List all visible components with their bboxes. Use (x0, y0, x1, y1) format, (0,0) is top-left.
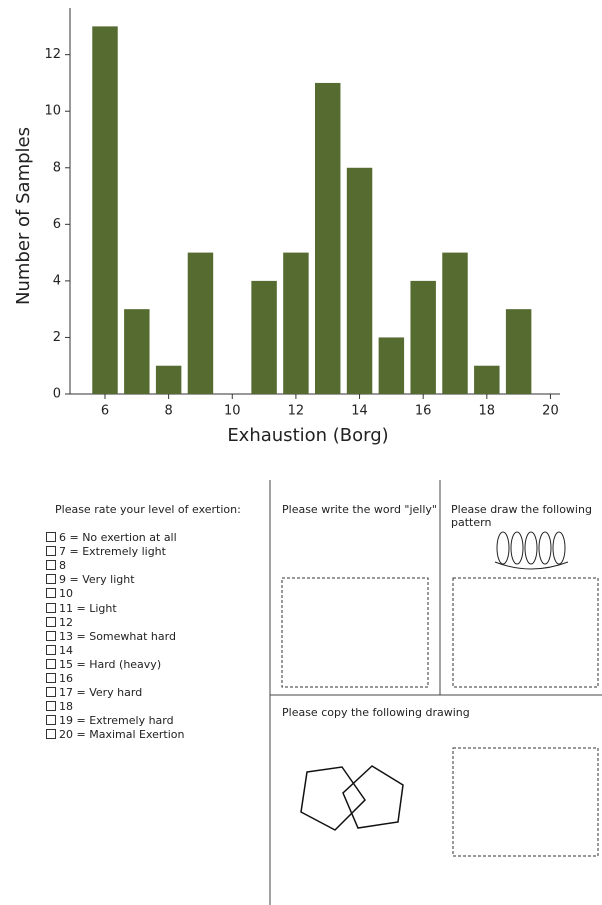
bar (283, 253, 308, 394)
bar (315, 83, 340, 394)
rating-option[interactable]: 12 (46, 616, 73, 629)
option-label: 9 = Very light (59, 573, 135, 586)
checkbox[interactable] (46, 645, 56, 655)
rating-option[interactable]: 11 = Light (46, 602, 117, 615)
rating-option[interactable]: 13 = Somewhat hard (46, 630, 176, 643)
checkbox[interactable] (46, 546, 56, 556)
x-tick-label: 14 (351, 404, 368, 419)
checkbox[interactable] (46, 532, 56, 542)
task-label: Please write the word "jelly" (282, 503, 437, 516)
x-tick-label: 16 (415, 404, 432, 419)
checkbox[interactable] (46, 631, 56, 641)
answer-box[interactable] (453, 748, 598, 856)
rating-option[interactable]: 7 = Extremely light (46, 545, 166, 558)
y-tick-label: 8 (53, 160, 61, 175)
option-label: 10 (59, 587, 73, 600)
loop-pattern (495, 532, 568, 569)
y-tick-label: 10 (44, 104, 61, 119)
answer-box[interactable] (453, 578, 598, 687)
pentagons (301, 766, 403, 830)
bar (251, 281, 276, 394)
rating-prompt: Please rate your level of exertion: (55, 503, 241, 516)
checkbox[interactable] (46, 617, 56, 627)
rating-option[interactable]: 15 = Hard (heavy) (46, 658, 161, 671)
bar (124, 309, 149, 394)
rating-option[interactable]: 16 (46, 672, 73, 685)
x-tick-label: 12 (288, 404, 305, 419)
bar (442, 253, 467, 394)
bar (410, 281, 435, 394)
bar (379, 337, 404, 394)
checkbox[interactable] (46, 659, 56, 669)
x-tick-label: 6 (101, 404, 109, 419)
y-tick-label: 0 (53, 387, 61, 402)
checkbox[interactable] (46, 701, 56, 711)
option-label: 12 (59, 616, 73, 629)
x-tick-label: 8 (164, 404, 172, 419)
checkbox[interactable] (46, 687, 56, 697)
option-label: 17 = Very hard (59, 686, 142, 699)
x-tick-label: 18 (479, 404, 496, 419)
page: {"chart_data": {"type": "bar", "x_label"… (0, 0, 602, 905)
rating-option[interactable]: 8 (46, 559, 66, 572)
option-label: 13 = Somewhat hard (59, 630, 176, 643)
option-label: 19 = Extremely hard (59, 714, 174, 727)
y-tick-label: 2 (53, 330, 61, 345)
bar (156, 366, 181, 394)
option-label: 15 = Hard (heavy) (59, 658, 161, 671)
option-label: 7 = Extremely light (59, 545, 166, 558)
x-axis-label: Exhaustion (Borg) (227, 425, 388, 445)
x-tick-label: 10 (224, 404, 241, 419)
option-label: 8 (59, 559, 66, 572)
option-label: 20 = Maximal Exertion (59, 728, 185, 741)
rating-option[interactable]: 17 = Very hard (46, 686, 142, 699)
rating-option[interactable]: 14 (46, 644, 73, 657)
checkbox[interactable] (46, 673, 56, 683)
bar (188, 253, 213, 394)
checkbox[interactable] (46, 588, 56, 598)
rating-option[interactable]: 6 = No exertion at all (46, 531, 177, 544)
answer-box[interactable] (282, 578, 428, 687)
x-tick-label: 20 (542, 404, 559, 419)
task-label: Please copy the following drawing (282, 706, 470, 719)
rating-option[interactable]: 18 (46, 700, 73, 713)
y-tick-label: 12 (44, 47, 61, 62)
task-label: Please draw the following pattern (451, 503, 596, 529)
checkbox[interactable] (46, 729, 56, 739)
bar (92, 26, 117, 394)
rating-option[interactable]: 20 = Maximal Exertion (46, 728, 185, 741)
rating-option[interactable]: 10 (46, 587, 73, 600)
chart: Exhaustion (Borg) Number of Samples 0 2 4 6… (0, 0, 602, 445)
rating-option[interactable]: 9 = Very light (46, 573, 135, 586)
y-tick-label: 4 (53, 273, 61, 288)
option-label: 11 = Light (59, 602, 117, 615)
checkbox[interactable] (46, 560, 56, 570)
rating-option[interactable]: 19 = Extremely hard (46, 714, 174, 727)
checkbox[interactable] (46, 603, 56, 613)
y-tick-label: 6 (53, 217, 61, 232)
y-axis-label: Number of Samples (13, 127, 34, 305)
bar (506, 309, 531, 394)
checkbox[interactable] (46, 574, 56, 584)
option-label: 18 (59, 700, 73, 713)
checkbox[interactable] (46, 715, 56, 725)
bar (347, 168, 372, 394)
bar (474, 366, 499, 394)
option-label: 6 = No exertion at all (59, 531, 177, 544)
option-label: 16 (59, 672, 73, 685)
option-label: 14 (59, 644, 73, 657)
